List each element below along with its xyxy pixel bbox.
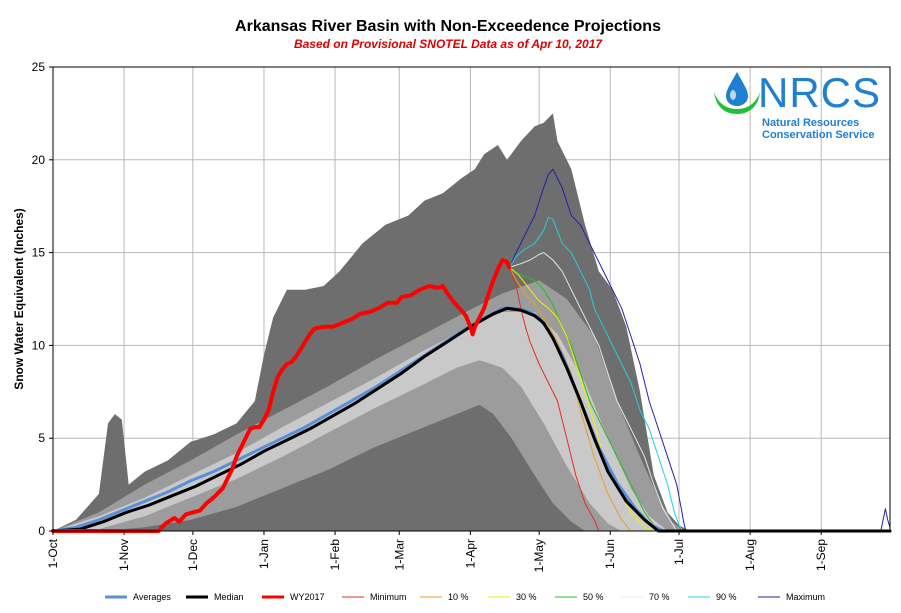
chart-subtitle: Based on Provisional SNOTEL Data as of A… [294, 37, 603, 51]
legend-label: 10 % [448, 592, 469, 602]
x-tick-label: 1-Nov [117, 539, 131, 571]
nrcs-acronym: NRCS [758, 69, 881, 116]
series-30- [508, 266, 891, 532]
series-90- [508, 216, 891, 532]
x-tick-label: 1-Jun [603, 539, 617, 569]
x-tick-label: 1-Mar [392, 539, 406, 570]
y-tick-label: 5 [38, 431, 45, 445]
nrcs-line2: Conservation Service [762, 129, 875, 141]
x-axis-ticks: 1-Oct 1-Nov 1-Dec 1-Jan 1-Feb 1-Mar 1-Apr 1-May… [46, 531, 828, 572]
x-tick-label: 1-Jan [257, 539, 271, 569]
chart-legend: Averages Median WY2017 Minimum 10 % 30 % 50 % 7… [105, 592, 825, 602]
x-tick-label: 1-Sep [814, 539, 828, 571]
legend-label: 70 % [649, 592, 670, 602]
legend-label: Maximum [786, 592, 825, 602]
y-tick-label: 25 [32, 60, 46, 74]
plot-border [52, 66, 891, 532]
x-tick-label: 1-May [532, 539, 546, 572]
y-tick-label: 15 [32, 246, 46, 260]
series-10- [508, 266, 891, 532]
y-tick-label: 10 [32, 338, 46, 352]
legend-label: WY2017 [290, 592, 325, 602]
series-50- [508, 266, 891, 532]
legend-label: 50 % [583, 592, 604, 602]
series-wy2017 [51, 258, 512, 533]
series-median [51, 306, 892, 533]
x-tick-label: 1-Jul [672, 539, 686, 565]
y-axis-ticks: 0 5 10 15 20 25 [32, 60, 53, 538]
legend-label: Averages [133, 592, 171, 602]
x-tick-label: 1-Oct [46, 538, 60, 568]
legend-label: Minimum [370, 592, 407, 602]
legend-label: 30 % [516, 592, 537, 602]
x-tick-label: 1-Dec [186, 539, 200, 571]
y-axis-label: Snow Water Equivalent (Inches) [12, 208, 26, 390]
legend-label: Median [214, 592, 244, 602]
band-inner-range [53, 280, 890, 531]
swoosh-icon [714, 92, 760, 114]
chart-title: Arkansas River Basin with Non-Exceedence… [235, 18, 661, 35]
series-70- [508, 252, 891, 532]
series-lines [51, 168, 892, 533]
legend-label: 90 % [716, 592, 737, 602]
nrcs-line1: Natural Resources [762, 117, 859, 129]
nrcs-logo: NRCS Natural Resources Conservation Serv… [714, 69, 881, 141]
x-tick-label: 1-Feb [328, 539, 342, 571]
x-tick-label: 1-Aug [743, 539, 757, 571]
y-tick-label: 0 [38, 524, 45, 538]
y-tick-label: 20 [32, 153, 46, 167]
x-tick-label: 1-Apr [463, 539, 477, 568]
